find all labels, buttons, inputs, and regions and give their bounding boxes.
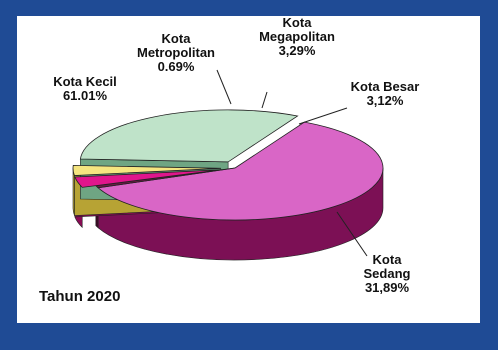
label-kota-kecil: Kota Kecil 61.01% (53, 74, 117, 103)
label-kota-besar: Kota Besar 3,12% (350, 79, 420, 108)
leader-kota-sedang (336, 211, 368, 257)
chart-panel: Kota Kecil 61.01% Kota Metropolitan 0.69… (17, 16, 480, 323)
pie-chart (72, 69, 384, 261)
slice-kota-besar (72, 164, 222, 176)
slice-kota-sedang (79, 109, 299, 163)
label-kota-megapolitan: Kota Megapolitan 3,29% (259, 15, 335, 58)
year-footer: Tahun 2020 (39, 288, 121, 305)
slice-kota-megapolitan (74, 169, 222, 188)
label-kota-metropolitan: Kota Metropolitan 0.69% (137, 31, 215, 74)
label-kota-sedang: Kota Sedang 31,89% (363, 252, 411, 295)
leader-kota-metropolitan (216, 69, 232, 105)
leader-kota-megapolitan (261, 91, 268, 109)
slice-kota-kecil (97, 121, 384, 221)
leader-kota-besar (298, 107, 348, 125)
